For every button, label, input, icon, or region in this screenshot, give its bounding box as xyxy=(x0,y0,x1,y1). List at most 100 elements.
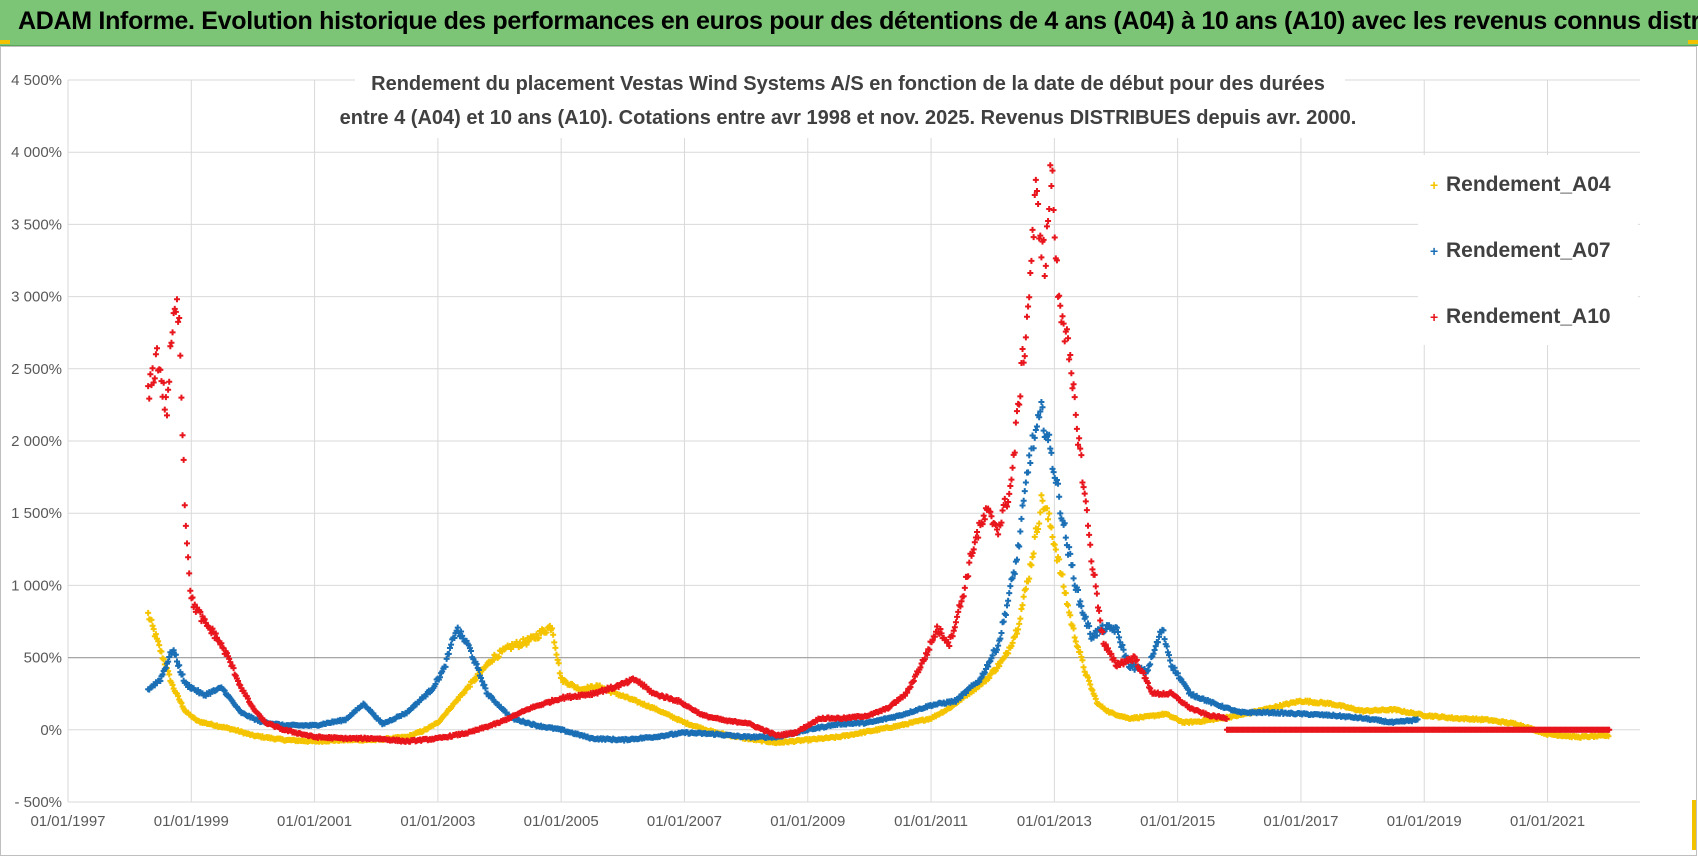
data-point xyxy=(1040,427,1047,434)
data-point xyxy=(147,371,154,378)
data-point xyxy=(235,677,242,684)
legend-label-a07: Rendement_A07 xyxy=(1446,239,1611,262)
data-point xyxy=(156,642,163,649)
data-point xyxy=(475,667,482,674)
data-point xyxy=(1167,657,1174,664)
x-tick-label: 01/01/2017 xyxy=(1263,813,1338,830)
data-point xyxy=(957,695,964,702)
corner-mark-top-right xyxy=(1688,40,1698,44)
chart-frame xyxy=(0,46,1697,856)
data-point xyxy=(150,379,157,386)
data-point xyxy=(1062,590,1069,597)
data-point xyxy=(226,655,233,662)
data-point xyxy=(976,678,983,685)
data-point xyxy=(146,395,153,402)
y-tick-label: 1 000% xyxy=(11,577,62,594)
data-point xyxy=(176,314,183,321)
data-point xyxy=(1013,556,1020,563)
data-point xyxy=(555,660,562,667)
data-point xyxy=(1051,541,1058,548)
data-point xyxy=(978,674,985,681)
data-point xyxy=(1009,639,1016,646)
data-point xyxy=(1079,657,1086,664)
data-point xyxy=(1036,414,1043,421)
data-point xyxy=(1001,495,1008,502)
data-point xyxy=(1018,605,1025,612)
data-point xyxy=(191,601,198,608)
data-point xyxy=(186,570,193,577)
data-point xyxy=(1061,338,1068,345)
data-point xyxy=(1011,570,1018,577)
data-point xyxy=(152,351,159,358)
data-point xyxy=(1055,480,1062,487)
corner-mark-bottom-right xyxy=(1692,800,1696,850)
data-point xyxy=(482,685,489,692)
data-point xyxy=(966,559,973,566)
data-point xyxy=(1007,583,1014,590)
data-point xyxy=(1045,516,1052,523)
data-point xyxy=(182,522,189,529)
data-point xyxy=(1059,313,1066,320)
y-tick-label: 2 000% xyxy=(11,433,62,450)
data-point xyxy=(149,622,156,629)
data-point xyxy=(160,656,167,663)
data-point xyxy=(230,665,237,672)
data-point xyxy=(1020,497,1027,504)
series-rendement-a10 xyxy=(145,162,1230,745)
data-point xyxy=(1032,427,1039,434)
data-point xyxy=(171,305,178,312)
data-point xyxy=(1057,302,1064,309)
y-tick-label: 0% xyxy=(40,722,62,739)
data-point xyxy=(1022,585,1029,592)
data-point xyxy=(165,386,172,393)
data-point xyxy=(1119,642,1126,649)
data-point xyxy=(1122,652,1129,659)
data-point xyxy=(150,626,157,633)
data-point xyxy=(1039,404,1046,411)
data-point xyxy=(1035,525,1042,532)
data-point xyxy=(994,646,1001,653)
data-point xyxy=(495,653,502,660)
data-point xyxy=(1161,636,1168,643)
data-point xyxy=(556,670,563,677)
data-point xyxy=(1092,583,1099,590)
data-point xyxy=(1008,476,1015,483)
data-point xyxy=(1056,493,1063,500)
data-point xyxy=(1092,695,1099,702)
data-point xyxy=(1042,262,1049,269)
data-point xyxy=(554,656,561,663)
data-point xyxy=(1414,716,1421,723)
title-banner: ADAM Informe. Evolution historique des p… xyxy=(0,0,1698,46)
data-point xyxy=(177,352,184,359)
data-point xyxy=(1032,176,1039,183)
data-point xyxy=(212,630,219,637)
series-rendement-a10-flat xyxy=(1223,726,1613,733)
data-point xyxy=(543,629,550,636)
data-point xyxy=(183,540,190,547)
data-point xyxy=(1017,615,1024,622)
data-point xyxy=(1031,533,1038,540)
data-point xyxy=(1000,618,1007,625)
data-point xyxy=(1029,554,1036,561)
data-point xyxy=(1067,550,1074,557)
data-point xyxy=(178,394,185,401)
legend-label-a10: Rendement_A10 xyxy=(1446,305,1611,328)
data-point xyxy=(1171,664,1178,671)
data-point xyxy=(172,651,179,658)
data-point xyxy=(481,681,488,688)
data-point xyxy=(1090,634,1097,641)
data-point xyxy=(180,456,187,463)
x-tick-label: 01/01/2011 xyxy=(894,813,968,830)
data-point xyxy=(152,631,159,638)
data-point xyxy=(169,329,176,336)
data-point xyxy=(1038,254,1045,261)
data-point xyxy=(1088,558,1095,565)
data-point xyxy=(1114,629,1121,636)
data-point xyxy=(1083,507,1090,514)
data-point xyxy=(151,375,158,382)
data-point xyxy=(446,645,453,652)
data-point xyxy=(1078,653,1085,660)
data-point xyxy=(1046,510,1053,517)
data-point xyxy=(451,635,458,642)
data-point xyxy=(1047,162,1054,169)
